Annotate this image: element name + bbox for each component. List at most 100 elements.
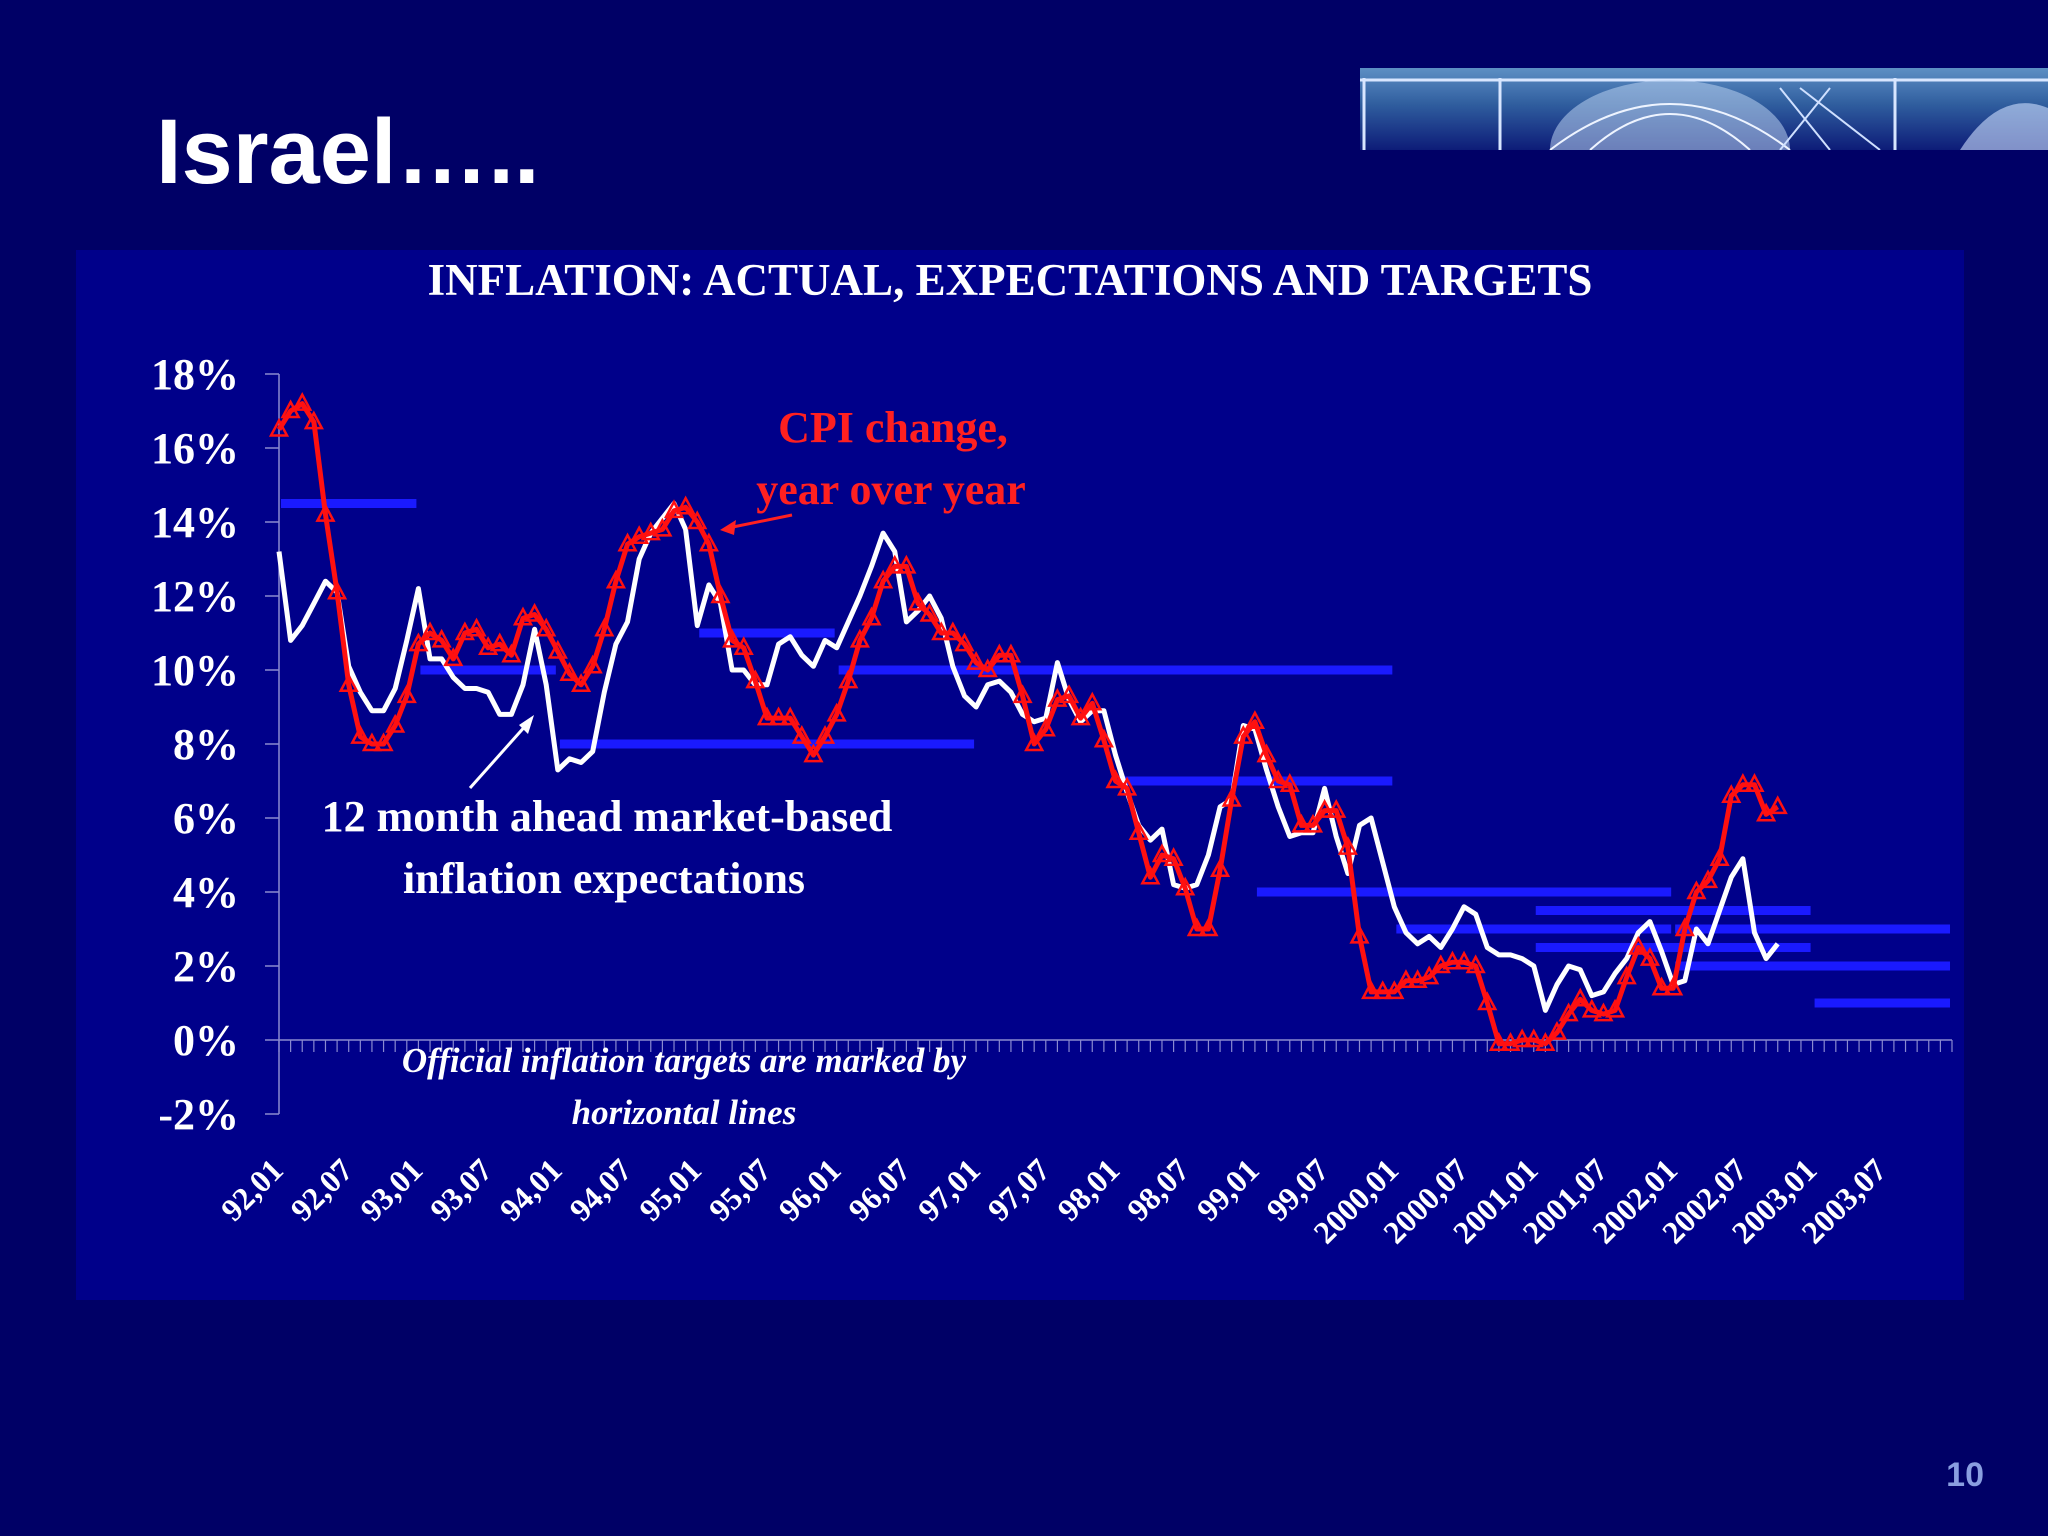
cpi-point-triangle (582, 654, 603, 674)
expectations-annotation-arrow (468, 722, 530, 789)
cpi-point-triangle (1361, 980, 1382, 1000)
cpi-point-triangle (675, 495, 696, 515)
x-tick-label: 93,01 (353, 1151, 429, 1227)
cpi-point-triangle (408, 632, 429, 652)
cpi-point-triangle (1616, 965, 1637, 985)
cpi-point-triangle (1674, 917, 1695, 937)
cpi-point-triangle (570, 673, 592, 693)
cpi-point-triangle (1581, 998, 1602, 1018)
expectations-arrowhead-icon (519, 715, 534, 734)
cpi-point-triangle (268, 417, 290, 437)
cpi-point-triangle (1175, 876, 1196, 896)
x-tick-label: 92,07 (283, 1151, 359, 1227)
cpi-point-triangle (373, 732, 394, 752)
cpi-point-triangle (1302, 813, 1324, 833)
cpi-point-triangle (1326, 798, 1347, 818)
cpi-point-triangle (710, 584, 731, 604)
cpi-point-triangle (1256, 743, 1277, 763)
cpi-point-triangle (1279, 773, 1300, 792)
header-banner-image (1360, 68, 2048, 150)
cpi-point-triangle (629, 525, 650, 545)
cpi-annotation-arrow (727, 513, 793, 530)
cpi-point-triangle (640, 521, 661, 541)
cpi-point-triangle (838, 669, 859, 689)
cpi-point-triangle (303, 410, 324, 430)
cpi-point-triangle (733, 636, 754, 656)
network-lines (1779, 87, 1881, 150)
cpi-annotation-line1: CPI change, (778, 403, 1008, 452)
cpi-point-triangle (942, 621, 963, 641)
cpi-point-triangle (536, 617, 557, 637)
cpi-point-triangle (896, 554, 917, 574)
cpi-point-triangle (559, 662, 580, 681)
cpi-point-triangle (722, 628, 743, 648)
cpi-point-triangle (1337, 835, 1358, 855)
cpi-point-triangle (315, 502, 336, 522)
cpi-point-triangle (1163, 847, 1184, 866)
cpi-point-triangle (478, 636, 499, 656)
cpi-point-triangle (454, 621, 475, 641)
y-tick-label: -2% (158, 1090, 239, 1139)
cpi-point-triangle (1512, 1028, 1533, 1048)
cpi-point-triangle (361, 732, 383, 752)
expectations-line (276, 501, 1780, 1013)
cpi-point-triangle (1233, 724, 1254, 744)
cpi-point-triangle (350, 724, 371, 744)
cpi-point-triangle (814, 724, 836, 744)
cpi-point-triangle (385, 713, 406, 733)
x-tick-label: 96,01 (771, 1151, 847, 1227)
cpi-point-triangle (338, 673, 359, 693)
globe-meridian (1549, 103, 1791, 150)
cpi-point-triangle (1047, 687, 1068, 707)
cpi-point-triangle (489, 632, 510, 652)
slide-title: Israel….. (156, 101, 540, 203)
cpi-point-triangle (1128, 821, 1149, 841)
cpi-point-triangle (1453, 950, 1475, 970)
cpi-point-triangle (1407, 969, 1428, 989)
cpi-point-triangle (1093, 728, 1114, 748)
cpi-point-triangle (1419, 965, 1440, 985)
cpi-point-triangle (1151, 843, 1173, 863)
x-tick-label: 95,07 (702, 1151, 778, 1227)
cpi-point-triangle (780, 706, 801, 726)
chart-area: INFLATION: ACTUAL, EXPECTATIONS AND TARG… (76, 250, 1964, 1300)
y-tick-label: 8% (173, 720, 239, 769)
cpi-point-triangle (1186, 917, 1207, 937)
cpi-point-triangle (698, 532, 719, 552)
cpi-point-triangle (1058, 684, 1080, 704)
cpi-point-triangle (663, 499, 685, 519)
cpi-point-triangle (1140, 865, 1161, 885)
cpi-point-triangle (826, 702, 847, 722)
cpi-point-triangle (1767, 795, 1788, 815)
cpi-point-triangle (849, 628, 870, 648)
cpi-point-triangle (1535, 1032, 1556, 1051)
cpi-point-triangle (431, 628, 452, 648)
cpi-point-triangle (443, 647, 464, 667)
cpi-point-triangle (1198, 917, 1219, 937)
cpi-point-triangle (1651, 976, 1672, 996)
cpi-point-triangle (861, 606, 882, 626)
cpi-point-triangle (1442, 950, 1463, 970)
cpi-point-triangle (1314, 798, 1335, 818)
cpi-point-triangle (1477, 991, 1498, 1011)
banner-shape (1960, 103, 2048, 150)
cpi-arrowhead-icon (720, 520, 736, 535)
y-tick-label: 12% (151, 572, 239, 621)
cpi-point-triangle (965, 650, 987, 670)
cpi-point-triangle (1523, 1028, 1544, 1048)
targets-note-line2: horizontal lines (572, 1093, 797, 1132)
cpi-point-triangle (1488, 1032, 1509, 1051)
y-tick-label: 0% (173, 1016, 239, 1065)
cpi-point-triangle (594, 617, 615, 637)
x-tick-label: 97,01 (911, 1151, 987, 1227)
cpi-point-triangle (1024, 732, 1045, 752)
cpi-point-triangle (803, 743, 824, 763)
cpi-point-triangle (977, 658, 998, 678)
y-tick-label: 16% (151, 424, 239, 473)
cpi-point-triangle (1000, 643, 1022, 663)
cpi-point-triangle (1105, 769, 1126, 789)
cpi-point-triangle (1384, 980, 1405, 1000)
cpi-annotation-line2: year over year (756, 465, 1026, 514)
cpi-point-triangle (327, 580, 348, 600)
cpi-point-triangle (501, 643, 522, 663)
